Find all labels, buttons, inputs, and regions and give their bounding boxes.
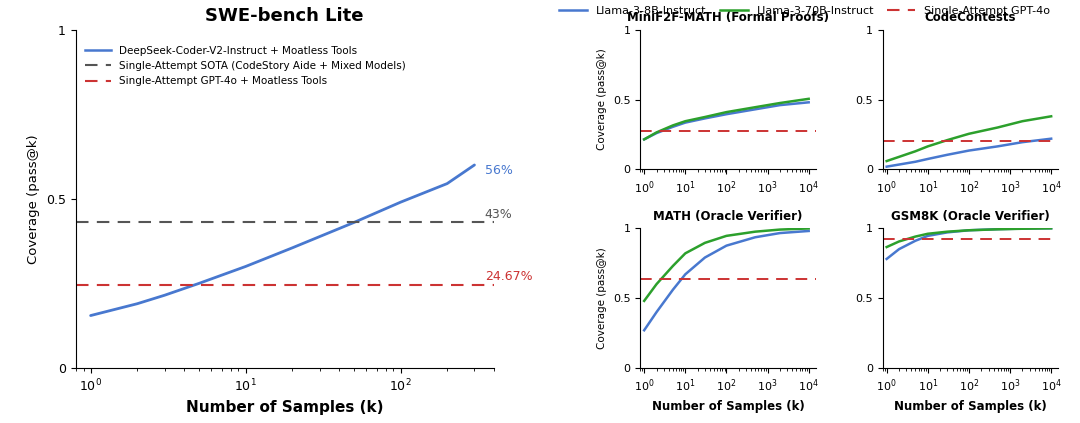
Y-axis label: Coverage (pass@k): Coverage (pass@k) bbox=[597, 247, 607, 349]
Text: 24.67%: 24.67% bbox=[485, 270, 532, 283]
Title: SWE-bench Lite: SWE-bench Lite bbox=[205, 7, 364, 25]
Legend: DeepSeek-Coder-V2-Instruct + Moatless Tools, Single-Attempt SOTA (CodeStory Aide: DeepSeek-Coder-V2-Instruct + Moatless To… bbox=[81, 41, 410, 91]
Title: GSM8K (Oracle Verifier): GSM8K (Oracle Verifier) bbox=[891, 210, 1050, 223]
Title: MiniF2F-MATH (Formal Proofs): MiniF2F-MATH (Formal Proofs) bbox=[627, 11, 829, 24]
X-axis label: Number of Samples (k): Number of Samples (k) bbox=[651, 400, 805, 413]
X-axis label: Number of Samples (k): Number of Samples (k) bbox=[894, 400, 1047, 413]
Y-axis label: Coverage (pass@k): Coverage (pass@k) bbox=[27, 134, 40, 264]
Title: MATH (Oracle Verifier): MATH (Oracle Verifier) bbox=[653, 210, 802, 223]
Legend: Llama-3-8B-Instruct, Llama-3-70B-Instruct, Single-Attempt GPT-4o: Llama-3-8B-Instruct, Llama-3-70B-Instruc… bbox=[555, 1, 1054, 20]
X-axis label: Number of Samples (k): Number of Samples (k) bbox=[186, 400, 383, 415]
Title: CodeContests: CodeContests bbox=[924, 11, 1016, 24]
Text: 43%: 43% bbox=[485, 208, 513, 221]
Y-axis label: Coverage (pass@k): Coverage (pass@k) bbox=[597, 49, 607, 151]
Text: 56%: 56% bbox=[485, 164, 513, 177]
